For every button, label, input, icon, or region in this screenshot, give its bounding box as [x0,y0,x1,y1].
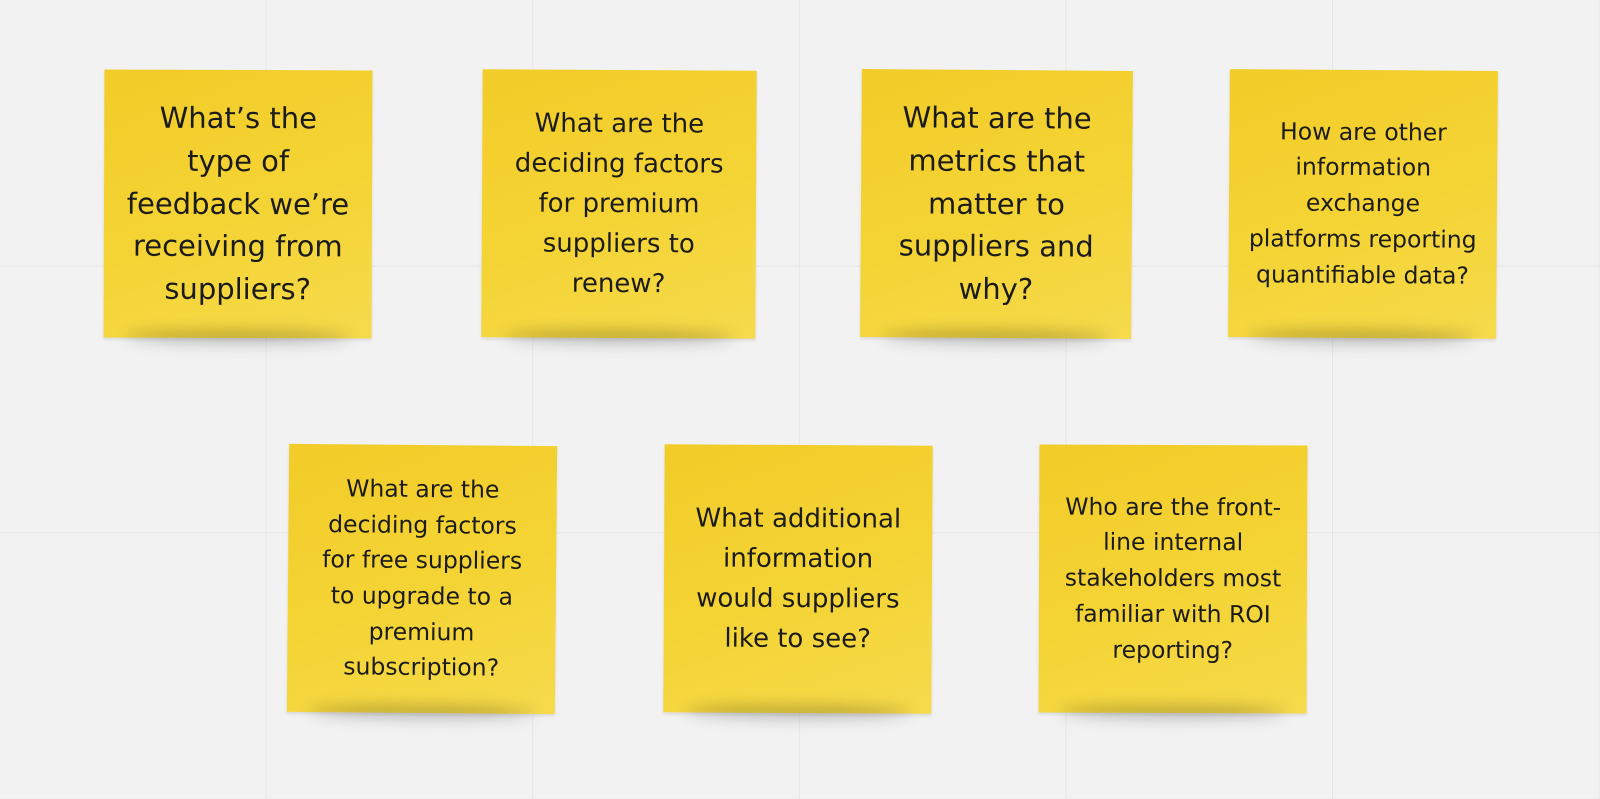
sticky-note-text: What are the metrics that matter to supp… [898,100,1094,307]
sticky-note-text: What are the deciding factors for free s… [322,474,523,683]
sticky-note-text: What additional information would suppli… [695,503,902,655]
sticky-note[interactable]: How are other information exchange platf… [1228,69,1498,339]
sticky-note[interactable]: Who are the front-line internal stakehol… [1038,444,1308,714]
sticky-note[interactable]: What’s the type of feedback we’re receiv… [103,69,373,339]
sticky-note-text: How are other information exchange platf… [1248,117,1477,290]
sticky-note[interactable]: What are the metrics that matter to supp… [860,69,1133,339]
sticky-note[interactable]: What are the deciding factors for premiu… [481,69,757,339]
sticky-note[interactable]: What are the deciding factors for free s… [286,443,558,715]
sticky-note-text: What’s the type of feedback we’re receiv… [126,101,350,307]
sticky-note[interactable]: What additional information would suppli… [663,444,933,714]
sticky-note-text: What are the deciding factors for premiu… [514,108,724,300]
sticky-note-text: Who are the front-line internal stakehol… [1064,492,1282,664]
